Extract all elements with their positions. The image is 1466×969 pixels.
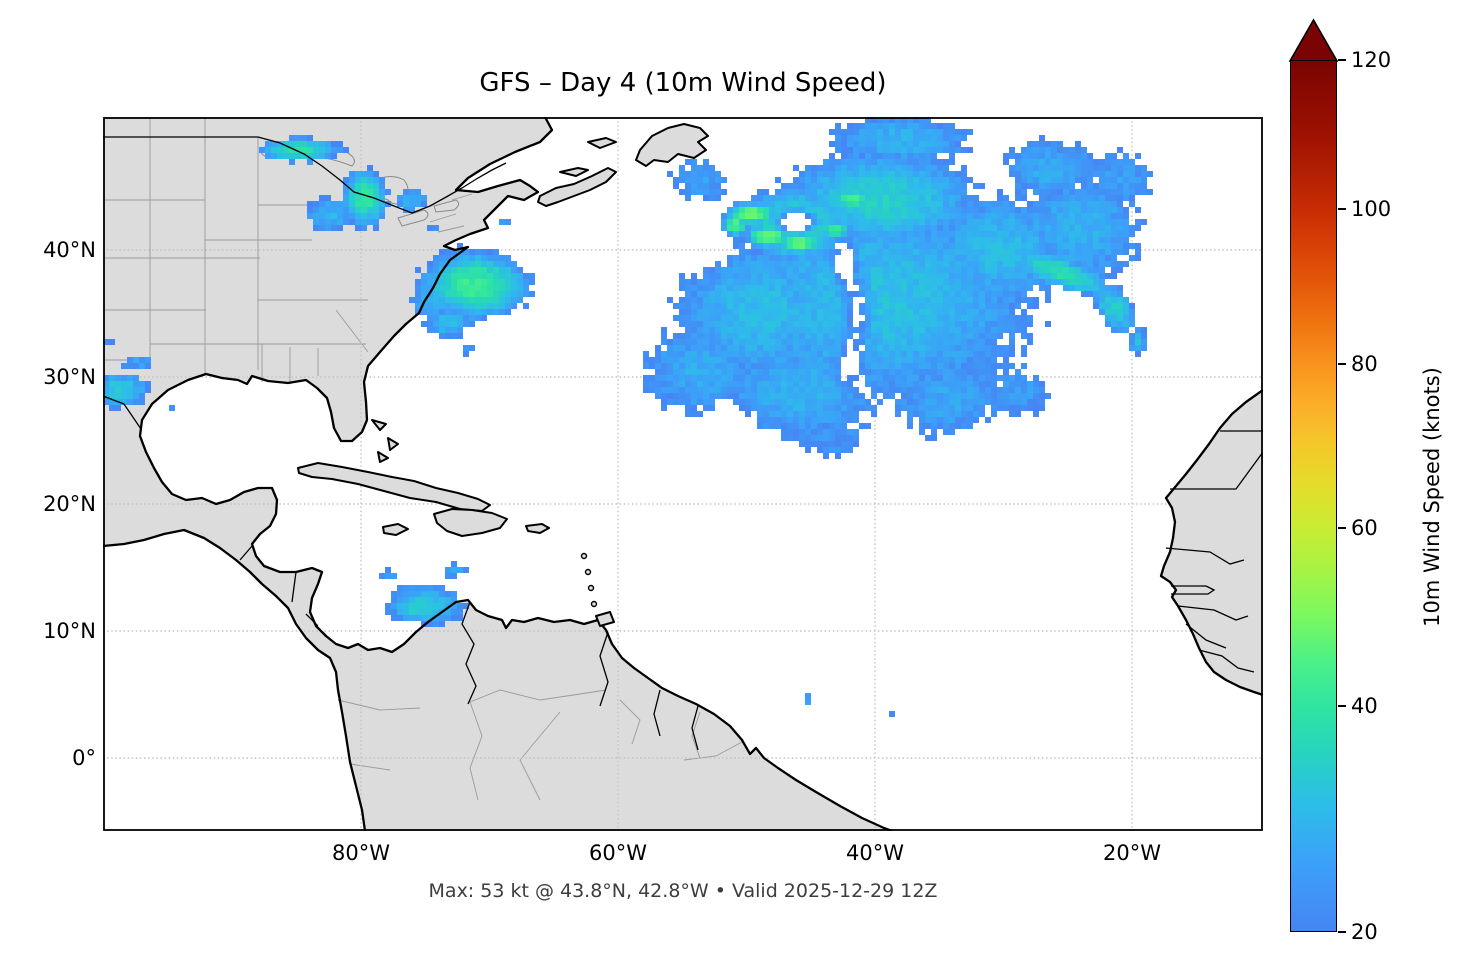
map-plot-area xyxy=(103,117,1263,831)
colorbar-tickmark xyxy=(1338,363,1346,365)
colorbar-axis-label: 10m Wind Speed (knots) xyxy=(1420,367,1444,627)
islands xyxy=(297,123,709,627)
lon-tick-20w: 20°W xyxy=(1103,841,1161,865)
lat-tick-20n: 20°N xyxy=(43,492,96,516)
colorbar-tick-80: 80 xyxy=(1351,352,1378,376)
colorbar-tick-120: 120 xyxy=(1351,48,1392,72)
wind-speed-field xyxy=(103,117,1263,831)
lon-tick-80w: 80°W xyxy=(332,841,390,865)
colorbar-gradient xyxy=(1290,60,1337,932)
lat-tick-40n: 40°N xyxy=(43,238,96,262)
lat-tick-30n: 30°N xyxy=(43,365,96,389)
colorbar-tick-100: 100 xyxy=(1351,197,1392,221)
lat-tick-0: 0° xyxy=(72,746,96,770)
country-borders xyxy=(103,136,1263,751)
colorbar-tickmark xyxy=(1338,931,1346,933)
lat-tick-10n: 10°N xyxy=(43,619,96,643)
colorbar-tick-20: 20 xyxy=(1351,920,1378,944)
max-valid-annotation: Max: 53 kt @ 43.8°N, 42.8°W • Valid 2025… xyxy=(428,880,938,902)
lesser-antilles-islands xyxy=(580,552,598,608)
colorbar-tick-60: 60 xyxy=(1351,516,1378,540)
map-frame xyxy=(103,117,1263,831)
colorbar-tickmark xyxy=(1338,59,1346,61)
lon-tick-60w: 60°W xyxy=(589,841,647,865)
page-title: GFS – Day 4 (10m Wind Speed) xyxy=(479,68,887,98)
coastline-layer xyxy=(103,117,1263,831)
colorbar-tick-40: 40 xyxy=(1351,694,1378,718)
colorbar-tickmark xyxy=(1338,527,1346,529)
colorbar-extend-arrow xyxy=(1288,18,1339,62)
coastlines xyxy=(103,117,893,831)
lon-tick-40w: 40°W xyxy=(846,841,904,865)
colorbar-tickmark xyxy=(1338,705,1346,707)
africa-coast xyxy=(1159,389,1263,697)
colorbar-tickmark xyxy=(1338,208,1346,210)
